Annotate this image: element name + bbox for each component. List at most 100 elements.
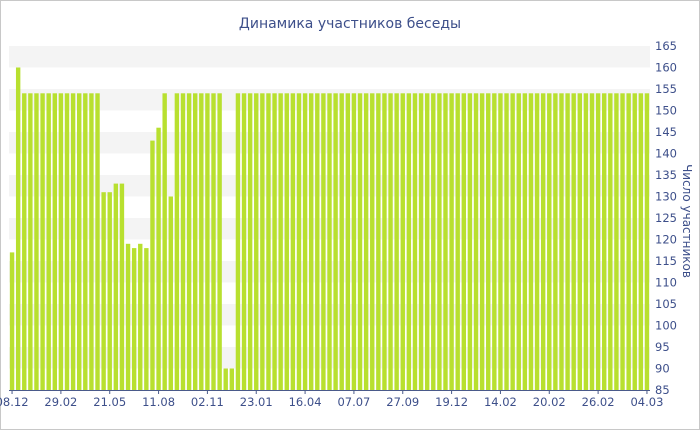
bar <box>608 93 613 391</box>
y-tick-label: 150 <box>655 104 677 118</box>
x-tick-label: 19.12 <box>435 395 468 409</box>
bar <box>180 93 186 391</box>
x-tick-label: 21.05 <box>93 395 126 409</box>
x-tick-label: 23.01 <box>240 395 273 409</box>
bar <box>156 127 161 390</box>
bar <box>498 93 503 391</box>
bar <box>644 93 650 391</box>
bar <box>113 183 119 390</box>
bar <box>479 93 485 391</box>
bar <box>602 93 607 391</box>
bar <box>83 93 88 391</box>
bar <box>254 93 259 391</box>
bar <box>467 93 473 391</box>
bar <box>162 93 167 391</box>
bar <box>376 93 381 391</box>
x-tick-label: 27.09 <box>386 395 419 409</box>
bar <box>504 93 509 391</box>
bar <box>193 93 198 391</box>
bar <box>272 93 277 391</box>
bar <box>107 192 112 390</box>
x-tick-label: 20.02 <box>533 395 566 409</box>
bar <box>424 93 430 391</box>
bar <box>553 93 558 391</box>
bar <box>363 93 369 391</box>
bar <box>473 93 479 391</box>
bar <box>528 93 534 391</box>
grid-band <box>9 46 650 68</box>
bar <box>382 93 387 391</box>
y-tick-label: 165 <box>655 39 677 53</box>
bar <box>351 93 357 391</box>
x-tick-label: 14.02 <box>484 395 517 409</box>
bar <box>34 93 39 391</box>
y-axis-label: Число участников <box>680 164 694 278</box>
chart-title: Динамика участников беседы <box>239 16 461 32</box>
bar <box>333 93 338 391</box>
bar <box>131 248 137 390</box>
bar <box>437 93 442 391</box>
bar <box>455 93 460 391</box>
bar <box>443 93 448 391</box>
y-tick-label: 155 <box>655 82 677 96</box>
bar <box>52 93 57 391</box>
y-tick-labels: 85 90 95 100 105 110 115 120 125 130 135 140 145 150 1… <box>655 39 677 397</box>
y-tick-label: 160 <box>655 61 677 75</box>
bar <box>547 93 552 391</box>
y-tick-label: 140 <box>655 147 677 161</box>
bar <box>357 93 363 391</box>
bar <box>449 93 454 391</box>
bar <box>577 93 582 391</box>
bar <box>290 93 296 391</box>
bar <box>186 93 192 391</box>
y-tick-label: 135 <box>655 168 677 182</box>
y-tick-label: 110 <box>655 276 677 290</box>
y-tick-label: 90 <box>655 362 670 376</box>
bar <box>486 93 491 391</box>
bar <box>510 93 515 391</box>
x-tick-label: 29.02 <box>44 395 77 409</box>
bar <box>278 93 283 391</box>
bars <box>9 67 650 391</box>
bar <box>46 93 51 391</box>
bar <box>15 67 21 390</box>
bar <box>565 93 570 391</box>
bar <box>70 93 76 391</box>
bar <box>296 93 302 391</box>
bar <box>339 93 344 391</box>
bar <box>64 93 70 391</box>
bar <box>589 93 595 391</box>
bar <box>150 140 155 390</box>
bar <box>583 93 589 391</box>
bar <box>559 93 564 391</box>
x-tick-label: 26.02 <box>582 395 615 409</box>
bar <box>89 93 94 391</box>
bar <box>571 93 576 391</box>
bar <box>119 183 125 390</box>
bar <box>125 243 131 390</box>
bar <box>412 93 418 391</box>
bar <box>632 93 637 391</box>
bar <box>431 93 436 391</box>
bar <box>620 93 625 391</box>
bar <box>260 93 265 391</box>
bar <box>223 368 228 390</box>
bar <box>626 93 631 391</box>
bar <box>461 93 467 391</box>
bar <box>9 252 15 390</box>
x-tick-label: 07.07 <box>337 395 370 409</box>
y-tick-label: 100 <box>655 319 677 333</box>
bar <box>77 93 82 391</box>
y-tick-label: 95 <box>655 340 670 354</box>
bar <box>394 93 399 391</box>
bar <box>522 93 528 391</box>
bar <box>418 93 424 391</box>
y-tick-label: 125 <box>655 211 677 225</box>
bar <box>266 93 271 391</box>
bar <box>211 93 216 391</box>
bar <box>241 93 247 391</box>
bar <box>516 93 521 391</box>
bar <box>321 93 326 391</box>
bar <box>235 93 241 391</box>
